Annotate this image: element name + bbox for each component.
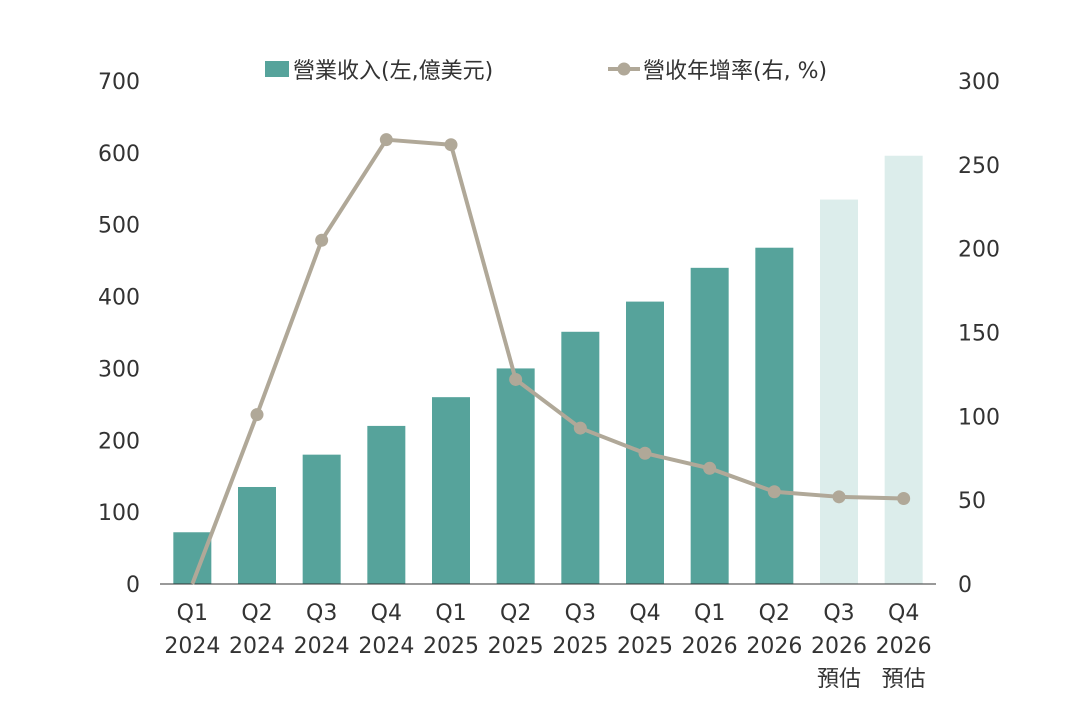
x-tick-label: 2024 [229,634,285,659]
x-tick-label: Q3 [565,601,596,626]
bar [302,454,341,584]
bar [496,368,535,584]
y-right-tick-label: 200 [958,238,1000,263]
line-point [573,421,587,435]
legend-bar-swatch [265,61,289,77]
legend-line-marker [617,62,631,76]
y-right-axis: 0 50 100 150 200 250 300 [958,70,1000,598]
x-tick-label: Q4 [888,601,919,626]
x-tick-label: Q4 [371,601,402,626]
line-series [190,133,911,585]
x-tick-label: 2026 [876,634,932,659]
x-tick-label: 2026 [746,634,802,659]
y-right-tick-label: 150 [958,322,1000,347]
bar [561,331,600,584]
x-tick-label: 2024 [358,634,414,659]
x-tick-label: Q2 [500,601,531,626]
line-point [897,491,911,505]
x-tick-label: Q2 [241,601,272,626]
x-tick-label: Q3 [823,601,854,626]
bar-series [173,155,923,585]
x-tick-label: 2026 [811,634,867,659]
bar [626,301,664,584]
y-right-tick-label: 50 [958,489,986,514]
y-right-tick-label: 0 [958,573,972,598]
x-tick-label: Q3 [306,601,337,626]
x-tick-label: Q4 [629,601,660,626]
y-left-tick-label: 300 [98,357,140,382]
x-tick-label: 2025 [552,634,608,659]
line-point [444,138,458,152]
x-tick-label: 預估 [882,667,926,692]
line-point [832,490,846,504]
x-tick-label: 2024 [294,634,350,659]
y-left-axis: 0 100 200 300 400 500 600 700 [98,70,140,598]
y-right-tick-label: 250 [958,154,1000,179]
y-right-tick-label: 300 [958,70,1000,95]
x-tick-label: 2024 [164,634,220,659]
y-left-tick-label: 700 [98,70,140,95]
x-tick-label: 預估 [817,667,861,692]
bar-forecast [884,155,923,584]
bar [690,267,729,584]
growth-line [190,137,904,585]
bar-forecast [820,199,858,585]
x-tick-label: Q1 [177,601,208,626]
x-tick-label: Q2 [759,601,790,626]
bar [238,486,276,584]
y-left-tick-label: 0 [126,573,140,598]
bar [173,532,212,584]
line-point [509,372,523,386]
y-left-tick-label: 600 [98,142,140,167]
legend-bar-label: 營業收入(左,億美元) [293,59,493,84]
y-left-tick-label: 100 [98,501,140,526]
y-right-tick-label: 100 [958,405,1000,430]
bar [755,247,794,585]
line-point [250,408,264,422]
legend: 營業收入(左,億美元) 營收年增率(右, %) [265,59,827,84]
y-left-tick-label: 400 [98,286,140,311]
x-tick-label: Q1 [694,601,725,626]
x-tick-label: 2025 [488,634,544,659]
x-tick-label: 2025 [617,634,673,659]
bar [367,425,406,584]
y-left-tick-label: 500 [98,214,140,239]
line-point [638,446,652,460]
line-point [379,133,393,147]
legend-line-label: 營收年增率(右, %) [643,59,827,84]
x-tick-label: 2026 [682,634,738,659]
line-point [315,233,329,247]
x-tick-label: 2025 [423,634,479,659]
x-axis: Q1 2024 Q2 2024 Q3 2024 Q4 2024 Q1 2025 Q2 2025 Q3 20… [164,601,931,692]
x-tick-label: Q1 [435,601,466,626]
y-left-tick-label: 200 [98,429,140,454]
line-point [767,485,781,499]
line-point [703,461,717,475]
bar [432,397,470,584]
